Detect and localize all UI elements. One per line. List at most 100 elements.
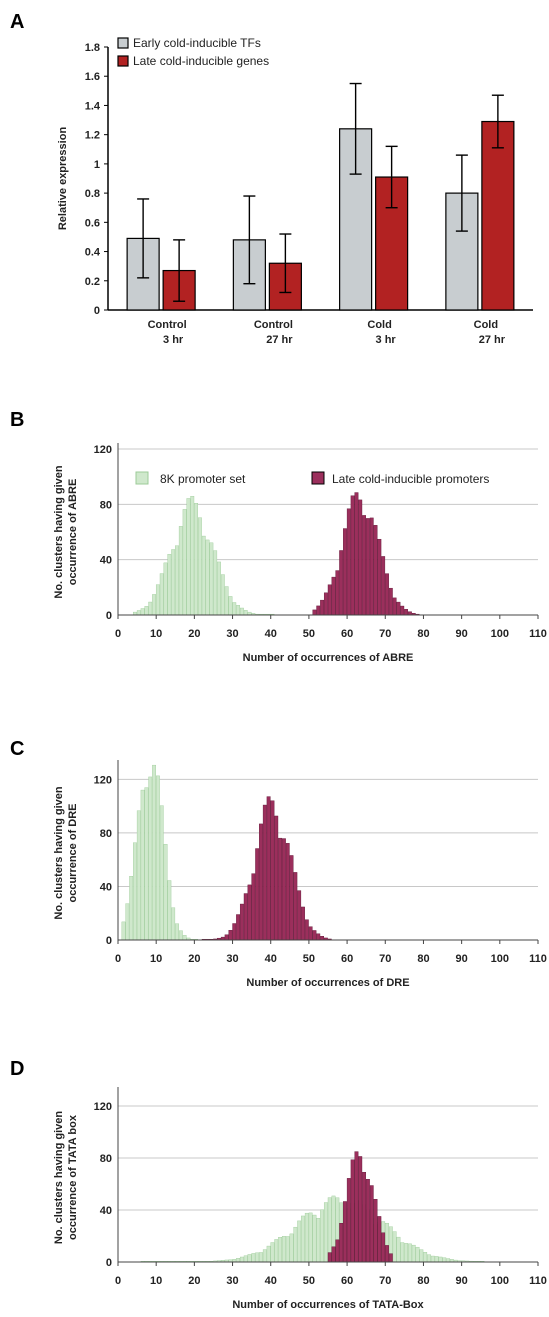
histogram-bar — [163, 844, 168, 941]
histogram-bar — [178, 930, 183, 941]
histogram-bar — [320, 936, 325, 941]
histogram-bar — [407, 1243, 412, 1263]
histogram-bar — [243, 610, 248, 616]
y-tick-label: 40 — [100, 555, 112, 567]
x-tick-label: 50 — [303, 953, 315, 965]
histogram-bar — [232, 602, 237, 616]
histogram-bar — [125, 903, 130, 941]
y-tick-label: 0.2 — [85, 276, 100, 288]
histogram-bar — [236, 605, 240, 616]
chart-b: 0 40 80 120 0 10 20 30 40 50 60 70 80 90 100 110 Number … — [53, 443, 547, 664]
histogram-bar — [362, 515, 367, 616]
histogram-bar — [438, 1256, 443, 1263]
panel-letter-d: D — [10, 1058, 24, 1080]
y-tick-label: 40 — [100, 881, 112, 893]
histogram-bar — [388, 1253, 393, 1263]
histogram-bar — [312, 609, 317, 616]
x-tick-label: 40 — [265, 628, 277, 640]
x-tick-label: 90 — [456, 1275, 468, 1287]
histogram-bar — [304, 1212, 309, 1263]
y-axis-title: Relative expression — [57, 127, 69, 231]
x-tick-label: 100 — [491, 628, 509, 640]
histogram-bar — [446, 1258, 451, 1263]
histogram-bar — [316, 933, 321, 941]
x-axis-title: Number of occurrences of DRE — [246, 977, 409, 989]
x-category-label: 27 hr — [479, 334, 506, 346]
legend-label: Late cold-inducible genes — [133, 54, 269, 68]
histogram-bar — [301, 1215, 305, 1263]
histogram-bar — [194, 503, 198, 616]
histogram-bar — [301, 906, 305, 941]
panel-letter-c: C — [10, 738, 24, 760]
histogram-bar — [239, 903, 244, 941]
histogram-bar — [155, 775, 160, 941]
y-tick-label: 120 — [94, 1101, 112, 1113]
histogram-bar — [259, 1252, 263, 1263]
chart-c: 0 40 80 120 0 10 20 30 40 50 60 70 80 90 100 110 Number … — [53, 760, 547, 989]
histogram-bar — [239, 1256, 244, 1263]
histogram-bar — [388, 587, 393, 616]
chart-d: 0 40 80 120 0 10 20 30 40 50 60 70 80 90 100 110 Number … — [53, 1087, 547, 1311]
x-axis-title: Number of occurrences of ABRE — [243, 652, 414, 664]
histogram-bar — [285, 843, 290, 941]
histogram-bar — [182, 935, 187, 941]
histogram-bar — [293, 1226, 298, 1263]
y-tick-label: 0 — [94, 305, 100, 317]
histogram-bar — [255, 1252, 260, 1263]
histogram-bar — [434, 1256, 439, 1263]
histogram-bar — [205, 539, 210, 616]
x-tick-label: 60 — [341, 628, 353, 640]
bar — [481, 120, 515, 311]
histogram-bar — [281, 1236, 286, 1263]
histogram-bar — [289, 855, 294, 941]
histogram-bar — [243, 1255, 248, 1263]
histogram-bar — [365, 518, 370, 616]
histogram-bar — [274, 1239, 279, 1263]
x-tick-label: 40 — [265, 953, 277, 965]
y-tick-label: 0 — [106, 1257, 112, 1269]
histogram-bar — [331, 1246, 336, 1263]
x-tick-label: 80 — [417, 953, 429, 965]
histogram-bar — [224, 934, 229, 941]
histogram-bar — [213, 550, 218, 616]
x-tick-label: 90 — [456, 628, 468, 640]
histogram-bar — [354, 492, 359, 616]
histogram-bar — [190, 496, 195, 616]
x-tick-label: 40 — [265, 1275, 277, 1287]
x-tick-label: 0 — [115, 953, 121, 965]
histogram-bar — [323, 592, 328, 616]
histogram-bar — [400, 1242, 405, 1263]
histogram-bar — [346, 1178, 351, 1263]
histogram-bar — [304, 919, 309, 941]
y-tick-label: 0 — [106, 935, 112, 947]
histogram-bar — [297, 890, 302, 941]
histogram-bar — [350, 495, 355, 616]
histogram-bar — [339, 550, 344, 616]
histogram-bar — [217, 561, 221, 616]
x-tick-label: 0 — [115, 1275, 121, 1287]
histogram-bar — [278, 1237, 283, 1263]
histogram-bar — [251, 1253, 256, 1263]
histogram-bar — [442, 1257, 447, 1263]
y-tick-label: 80 — [100, 499, 112, 511]
histogram-bar — [381, 1232, 386, 1263]
y-axis-title-line2: occurrence of ABRE — [67, 479, 79, 586]
x-tick-label: 70 — [379, 1275, 391, 1287]
x-tick-label: 30 — [226, 1275, 238, 1287]
histogram-bar — [247, 884, 252, 941]
histogram-bar — [228, 596, 233, 616]
y-axis-title-line1: No. clusters having given — [53, 786, 65, 920]
histogram-bar — [148, 776, 153, 941]
histogram-bar — [385, 1245, 389, 1263]
histogram-bar — [308, 1212, 313, 1263]
histogram-bar — [411, 1244, 416, 1263]
y-axis-title-line2: occurrence of DRE — [67, 803, 79, 902]
histogram-bar — [144, 787, 149, 941]
histogram-bar — [308, 926, 313, 941]
histogram-bar — [171, 907, 176, 941]
histogram-bar — [350, 1159, 355, 1263]
chart-a: 0 0.2 0.4 0.6 0.8 1 1.2 1.4 1.6 1.8 Relative expre… — [57, 36, 533, 346]
histogram-bar — [312, 1214, 317, 1263]
histogram-bar — [365, 1179, 370, 1263]
histogram-bar — [220, 574, 225, 616]
